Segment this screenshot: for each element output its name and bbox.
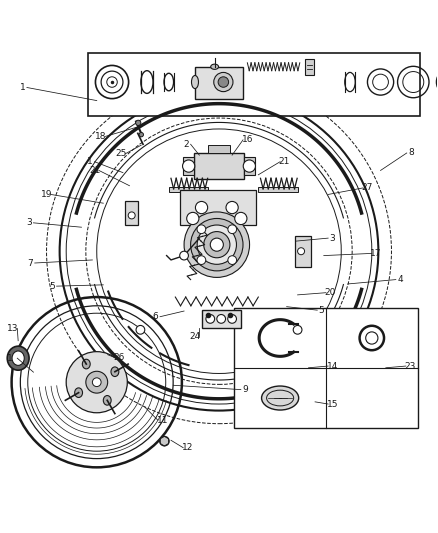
Circle shape [86,372,108,393]
Text: 12: 12 [182,443,193,452]
Circle shape [217,314,226,323]
Circle shape [136,326,145,334]
Bar [195,67,243,100]
Circle shape [195,201,208,214]
Bar [295,236,311,266]
Text: 26: 26 [113,353,124,362]
Bar [234,308,418,428]
Circle shape [66,352,127,413]
Circle shape [293,326,302,334]
Ellipse shape [7,346,29,370]
Circle shape [228,314,237,323]
Circle shape [297,248,304,255]
Circle shape [218,77,229,87]
Circle shape [235,212,247,224]
Text: 24: 24 [189,332,201,341]
Circle shape [92,378,101,386]
Circle shape [197,225,237,264]
Ellipse shape [211,64,219,69]
Bar [244,157,255,175]
Text: 16: 16 [242,135,253,144]
Circle shape [187,212,199,224]
Text: 3: 3 [330,233,336,243]
Text: 21: 21 [89,166,100,175]
Text: 4: 4 [397,275,403,284]
Text: 5: 5 [319,305,325,314]
Circle shape [226,201,238,214]
Bar [194,153,244,179]
Circle shape [360,326,384,350]
Text: 20: 20 [325,288,336,297]
Bar [88,53,420,116]
Text: 1: 1 [20,83,25,92]
Circle shape [184,212,250,277]
Bar [258,187,297,192]
Circle shape [128,212,135,219]
Circle shape [197,225,206,233]
Ellipse shape [191,76,198,88]
Text: 14: 14 [327,361,338,370]
Ellipse shape [103,395,111,405]
Bar [305,59,314,75]
Ellipse shape [12,351,24,366]
Ellipse shape [111,367,119,376]
Circle shape [136,120,141,125]
Text: 5: 5 [49,281,55,290]
Bar [180,190,256,225]
Text: 19: 19 [41,190,52,199]
Text: 10: 10 [7,354,19,362]
Text: 11: 11 [156,416,168,425]
Circle shape [180,251,188,260]
Text: 9: 9 [242,385,248,394]
Bar [208,145,230,153]
Text: 1: 1 [87,157,93,166]
Circle shape [210,238,223,251]
Bar [201,310,241,328]
Text: 23: 23 [405,361,416,370]
Circle shape [183,160,195,172]
Text: 8: 8 [408,149,414,157]
Text: 7: 7 [28,259,33,268]
Circle shape [228,225,237,233]
Text: 13: 13 [7,324,19,333]
Ellipse shape [159,437,169,446]
Circle shape [366,332,378,344]
Ellipse shape [82,359,90,369]
Text: 18: 18 [95,132,107,141]
Text: 2: 2 [184,140,189,149]
Circle shape [228,256,237,264]
Bar [183,157,194,175]
Circle shape [204,231,230,258]
Bar [169,187,208,192]
Circle shape [191,219,243,271]
Text: 15: 15 [327,400,338,408]
Ellipse shape [261,386,299,410]
Text: 25: 25 [115,149,127,158]
Text: 27: 27 [362,183,373,192]
Ellipse shape [74,388,82,398]
Text: 6: 6 [153,312,159,321]
Circle shape [197,256,206,264]
Circle shape [139,133,144,137]
Text: 17: 17 [371,249,382,258]
Bar [125,201,138,225]
Text: 21: 21 [279,157,290,166]
Circle shape [243,160,255,172]
Circle shape [214,72,233,92]
Circle shape [206,314,215,323]
Text: 3: 3 [26,219,32,228]
